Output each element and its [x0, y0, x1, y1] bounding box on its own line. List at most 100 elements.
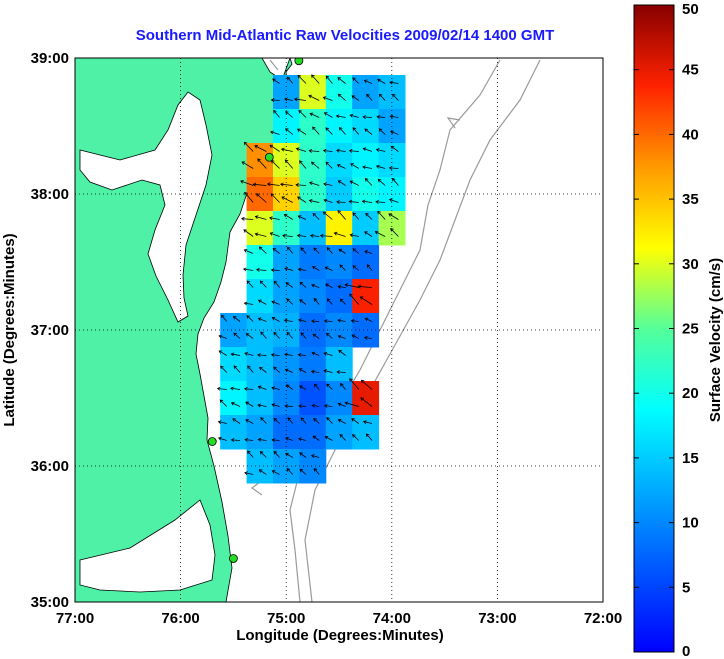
velocity-arrow-head [339, 298, 344, 303]
velocity-arrow [377, 116, 386, 118]
velocity-arrow [364, 128, 373, 135]
velocity-arrow-head [322, 211, 327, 216]
velocity-arrow-head [362, 420, 367, 424]
velocity-arrow-head [336, 148, 340, 153]
velocity-arrow [219, 399, 228, 407]
velocity-arrow [253, 183, 267, 186]
velocity-arrow [255, 233, 267, 237]
velocity-arrow-head [269, 232, 274, 236]
velocity-arrow-head [312, 266, 316, 270]
velocity-arrow [362, 166, 373, 169]
velocity-arrow [379, 93, 386, 101]
velocity-cell [246, 211, 274, 246]
velocity-arrow-head [312, 435, 317, 440]
velocity-cell [352, 279, 380, 314]
velocity-arrow-head [270, 130, 274, 135]
velocity-arrow-head [246, 315, 250, 319]
velocity-arrow [298, 110, 307, 118]
velocity-cell [299, 381, 327, 416]
velocity-arrow-head [319, 233, 324, 238]
velocity-arrow-head [325, 127, 329, 131]
velocity-arrow [313, 468, 320, 475]
velocity-arrow-head [363, 79, 368, 84]
velocity-arrow-head [364, 231, 368, 235]
colorbar-tick-label: 20 [682, 385, 699, 402]
velocity-cell [273, 347, 300, 382]
velocity-arrow [285, 453, 294, 458]
velocity-arrow-head [286, 468, 291, 472]
velocity-cell [352, 245, 380, 280]
velocity-arrow-head [258, 246, 263, 250]
velocity-arrow-head [284, 97, 288, 102]
velocity-arrow [313, 298, 320, 305]
velocity-arrow [388, 213, 399, 220]
velocity-arrow-head [348, 199, 353, 204]
velocity-arrow [272, 248, 280, 254]
velocity-arrow-head [322, 96, 327, 100]
velocity-arrow [271, 404, 280, 407]
bathymetry-contour [250, 59, 461, 496]
velocity-arrow [257, 158, 267, 169]
velocity-arrow-head [257, 403, 261, 408]
velocity-arrow [350, 180, 359, 186]
velocity-arrow [389, 81, 399, 84]
y-tick-label: 37:00 [31, 322, 69, 339]
colorbar-tick-label: 5 [682, 579, 690, 596]
velocity-arrow-head [285, 436, 289, 441]
velocity-arrow-head [233, 332, 237, 337]
velocity-arrow [284, 214, 294, 220]
velocity-arrow [230, 387, 241, 390]
velocity-arrow [311, 455, 320, 458]
velocity-arrow [231, 353, 241, 356]
colorbar [633, 4, 675, 653]
velocity-arrow [349, 150, 359, 152]
velocity-arrow-head [325, 332, 330, 337]
velocity-arrow [309, 113, 320, 118]
velocity-arrow-head [352, 434, 356, 438]
velocity-arrow [257, 404, 267, 407]
velocity-cell [325, 211, 353, 246]
velocity-arrow-head [390, 228, 394, 232]
velocity-cell [325, 381, 353, 416]
velocity-arrow [350, 163, 360, 169]
velocity-arrow [233, 332, 241, 339]
velocity-arrow [270, 193, 280, 203]
velocity-arrow-head [323, 112, 328, 116]
velocity-arrow [338, 403, 346, 407]
velocity-arrow [338, 335, 346, 339]
velocity-arrow-head [311, 283, 315, 288]
velocity-arrow-head [362, 147, 367, 151]
velocity-arrow [352, 248, 360, 254]
velocity-arrow [244, 388, 254, 390]
velocity-arrow-head [361, 199, 366, 204]
axes-frame [74, 57, 604, 603]
velocity-arrow [284, 319, 293, 322]
velocity-arrow [247, 450, 254, 458]
velocity-arrow [325, 283, 333, 288]
velocity-arrow [270, 232, 280, 237]
velocity-arrow-head [232, 316, 237, 320]
velocity-arrow [311, 284, 320, 288]
pamlico-sound [79, 499, 216, 593]
velocity-arrow-head [362, 165, 366, 170]
velocity-arrow [247, 365, 254, 373]
velocity-arrow-head [299, 299, 303, 303]
velocity-arrow-head [349, 233, 354, 238]
velocity-arrow-head [349, 378, 353, 382]
velocity-arrow-head [299, 385, 303, 389]
velocity-arrow [375, 231, 386, 237]
velocity-cell [352, 143, 380, 178]
velocity-arrow-head [364, 178, 369, 182]
velocity-arrow [365, 178, 373, 186]
velocity-cell [246, 415, 274, 450]
velocity-arrow [334, 232, 346, 237]
velocity-arrow [258, 299, 267, 305]
velocity-arrow [340, 383, 346, 390]
velocity-cell [299, 211, 327, 246]
velocity-arrow [338, 419, 346, 424]
velocity-arrow [326, 417, 333, 424]
colorbar-tick-label: 10 [682, 515, 699, 532]
velocity-arrow-head [362, 115, 366, 119]
velocity-arrow [260, 331, 267, 339]
bathymetry-contour [289, 59, 501, 602]
